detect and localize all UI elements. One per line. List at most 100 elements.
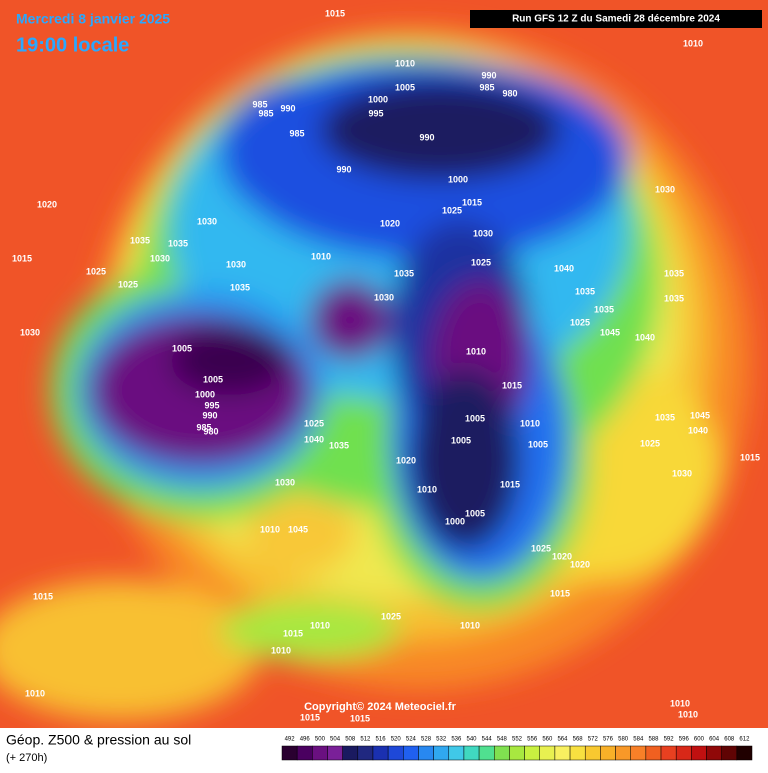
pressure-label: 985 bbox=[258, 108, 273, 118]
pressure-label: 990 bbox=[481, 70, 496, 80]
pressure-label: 1025 bbox=[442, 205, 462, 215]
scale-swatch bbox=[281, 745, 298, 761]
scale-label: 524 bbox=[406, 737, 417, 743]
scale-swatch bbox=[312, 745, 328, 761]
pressure-label: 1020 bbox=[570, 559, 590, 569]
pressure-label: 985 bbox=[289, 128, 304, 138]
pressure-label: 1035 bbox=[394, 268, 414, 278]
pressure-label: 1030 bbox=[197, 216, 217, 226]
scale-swatch bbox=[387, 745, 404, 761]
pressure-label: 1005 bbox=[172, 343, 192, 353]
pressure-label: 1040 bbox=[304, 434, 324, 444]
scale-swatch bbox=[645, 745, 662, 761]
pressure-label: 1025 bbox=[118, 279, 138, 289]
pressure-label: 1025 bbox=[471, 257, 491, 267]
pressure-label: 1040 bbox=[554, 263, 574, 273]
forecast-date: Mercredi 8 janvier 2025 bbox=[16, 11, 170, 27]
pressure-label: 1030 bbox=[655, 184, 675, 194]
scale-label: 608 bbox=[724, 737, 735, 743]
pressure-label: 1030 bbox=[374, 292, 394, 302]
scale-swatch bbox=[675, 745, 692, 761]
pressure-label: 1015 bbox=[300, 712, 320, 722]
pressure-label: 1035 bbox=[664, 268, 684, 278]
pressure-label: 1015 bbox=[325, 8, 345, 18]
pressure-label: 990 bbox=[419, 132, 434, 142]
pressure-label: 990 bbox=[280, 103, 295, 113]
scale-swatch bbox=[569, 745, 586, 761]
scale-swatch bbox=[342, 745, 359, 761]
pressure-label: 1035 bbox=[168, 238, 188, 248]
pressure-label: 1010 bbox=[25, 688, 45, 698]
scale-swatch bbox=[448, 745, 465, 761]
pressure-label: 1020 bbox=[380, 218, 400, 228]
scale-label: 572 bbox=[588, 737, 599, 743]
pressure-label: 990 bbox=[336, 164, 351, 174]
scale-swatch bbox=[357, 745, 374, 761]
pressure-label: 995 bbox=[204, 400, 219, 410]
scale-label: 544 bbox=[482, 737, 493, 743]
scale-label: 604 bbox=[709, 737, 720, 743]
scale-swatch bbox=[296, 745, 313, 761]
scale-swatch bbox=[736, 745, 753, 761]
scale-swatch bbox=[418, 745, 434, 761]
scale-swatch bbox=[539, 745, 556, 761]
pressure-label: 1015 bbox=[550, 588, 570, 598]
scale-label: 496 bbox=[300, 737, 311, 743]
run-box bbox=[470, 10, 762, 28]
pressure-label: 1020 bbox=[552, 551, 572, 561]
pressure-label: 1000 bbox=[195, 389, 215, 399]
scale-swatch bbox=[327, 745, 343, 761]
pressure-label: 1035 bbox=[329, 440, 349, 450]
pressure-label: 985 bbox=[252, 99, 267, 109]
pressure-label: 1035 bbox=[664, 293, 684, 303]
scale-label: 528 bbox=[421, 737, 432, 743]
copyright: Copyright© 2024 Meteociel.fr bbox=[304, 701, 456, 713]
scale-label: 520 bbox=[391, 737, 402, 743]
scale-label: 600 bbox=[694, 737, 705, 743]
scale-swatch bbox=[584, 745, 601, 761]
pressure-label: 980 bbox=[502, 88, 517, 98]
scale-label: 592 bbox=[664, 737, 675, 743]
pressure-label: 985 bbox=[479, 82, 494, 92]
pressure-label: 1035 bbox=[130, 235, 150, 245]
pressure-label: 1000 bbox=[445, 516, 465, 526]
scale-label: 512 bbox=[360, 737, 371, 743]
scale-swatch bbox=[615, 745, 631, 761]
scale-label: 532 bbox=[436, 737, 447, 743]
pressure-label: 1005 bbox=[451, 435, 471, 445]
pressure-label: 1000 bbox=[368, 94, 388, 104]
pressure-label: 1010 bbox=[310, 620, 330, 630]
scale-label: 540 bbox=[467, 737, 478, 743]
scale-label: 580 bbox=[618, 737, 629, 743]
pressure-label: 1045 bbox=[690, 410, 710, 420]
pressure-label: 985 bbox=[196, 422, 211, 432]
scale-label: 552 bbox=[512, 737, 523, 743]
pressure-label: 1030 bbox=[672, 468, 692, 478]
pressure-label: 1015 bbox=[350, 713, 370, 723]
scale-swatch bbox=[600, 745, 616, 761]
scale-label: 556 bbox=[527, 737, 538, 743]
pressure-label: 1015 bbox=[12, 253, 32, 263]
scale-label: 588 bbox=[648, 737, 659, 743]
pressure-label: 1010 bbox=[520, 418, 540, 428]
pressure-label: 1015 bbox=[283, 628, 303, 638]
scale-label: 568 bbox=[573, 737, 584, 743]
pressure-label: 980 bbox=[203, 426, 218, 436]
pressure-label: 1025 bbox=[86, 266, 106, 276]
scale-swatch bbox=[433, 745, 450, 761]
scale-label: 560 bbox=[542, 737, 553, 743]
pressure-label: 1030 bbox=[20, 327, 40, 337]
pressure-label: 1010 bbox=[683, 38, 703, 48]
scale-label: 536 bbox=[451, 737, 462, 743]
scale-label: 596 bbox=[679, 737, 690, 743]
run-info: Run GFS 12 Z du Samedi 28 décembre 2024 bbox=[512, 14, 720, 25]
scale-swatch bbox=[509, 745, 525, 761]
pressure-label: 1015 bbox=[740, 452, 760, 462]
scale-label: 564 bbox=[557, 737, 568, 743]
pressure-label: 1010 bbox=[311, 251, 331, 261]
scale-label: 584 bbox=[633, 737, 644, 743]
pressure-label: 1010 bbox=[678, 709, 698, 719]
pressure-label: 1025 bbox=[304, 418, 324, 428]
pressure-label: 1000 bbox=[448, 174, 468, 184]
